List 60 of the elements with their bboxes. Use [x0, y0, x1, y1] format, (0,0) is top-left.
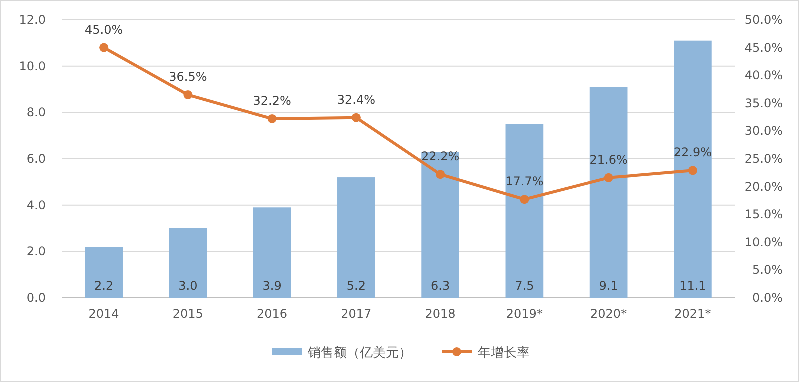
data-label: 6.3: [431, 279, 450, 293]
y2-tick-label: 5.0%: [752, 263, 783, 278]
y-tick-label: 8.0: [26, 106, 46, 120]
data-label: 17.7%: [506, 174, 544, 189]
y2-tick-label: 25.0%: [744, 152, 783, 166]
y2-tick-label: 15.0%: [744, 208, 783, 222]
x-tick-label: 2018: [425, 307, 456, 321]
bar: [674, 40, 712, 298]
y2-tick-label: 20.0%: [744, 180, 783, 194]
point: [352, 113, 361, 122]
bar: [85, 247, 123, 298]
y2-tick-label: 10.0%: [744, 235, 783, 250]
x-tick-label: 2021*: [674, 307, 712, 321]
bar: [169, 228, 208, 298]
data-label: 11.1: [680, 279, 706, 293]
y2-tick-label: 0.0%: [752, 291, 783, 305]
bar: [253, 208, 292, 298]
point: [100, 43, 109, 52]
x-tick-label: 2019*: [506, 307, 543, 321]
bar: [506, 124, 544, 298]
x-tick-label: 2020*: [590, 307, 628, 321]
data-label: 32.4%: [337, 92, 376, 107]
y-tick-label: 4.0: [26, 198, 46, 212]
data-label: 7.5: [515, 279, 534, 293]
bar: [422, 152, 460, 298]
point: [184, 90, 193, 100]
x-tick-label: 2015: [172, 307, 204, 321]
y-tick-label: 2.0: [26, 244, 46, 259]
data-label: 21.6%: [590, 152, 628, 167]
y2-tick-label: 45.0%: [744, 40, 783, 55]
x-tick-label: 2017: [341, 307, 372, 321]
data-label: 3.0: [178, 279, 198, 293]
point: [604, 173, 614, 182]
data-label: 5.2: [346, 279, 366, 293]
bar: [590, 87, 628, 298]
data-label: 9.1: [599, 279, 618, 293]
point: [268, 114, 277, 124]
legend-label: 年增长率: [478, 345, 530, 361]
y2-tick-label: 35.0%: [744, 96, 783, 110]
y2-tick-label: 40.0%: [744, 68, 783, 83]
data-label: 3.9: [262, 279, 282, 293]
y2-tick-label: 50.0%: [744, 13, 783, 27]
point: [520, 195, 530, 204]
x-tick-label: 2016: [257, 307, 288, 321]
y-tick-label: 10.0: [19, 59, 46, 74]
y-tick-label: 12.0: [19, 13, 46, 27]
bar: [338, 178, 376, 298]
data-label: 36.5%: [169, 70, 208, 84]
data-label: 22.9%: [674, 146, 712, 160]
y-tick-label: 0.0: [26, 291, 46, 305]
legend-label: 销售额（亿美元）: [307, 345, 412, 361]
x-tick-label: 2014: [88, 307, 120, 321]
data-label: 2.2: [94, 279, 114, 293]
point: [688, 166, 698, 176]
data-label: 45.0%: [85, 22, 124, 37]
data-label: 22.2%: [422, 150, 460, 164]
y2-tick-label: 30.0%: [744, 124, 783, 138]
data-label: 32.2%: [253, 94, 292, 108]
point: [436, 170, 446, 180]
y-tick-label: 6.0: [26, 152, 46, 166]
